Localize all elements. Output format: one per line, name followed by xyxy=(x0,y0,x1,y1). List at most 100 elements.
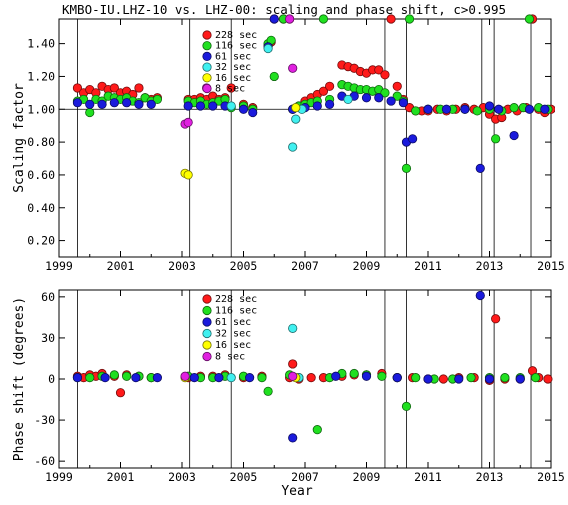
y-tick-label: -30 xyxy=(34,413,55,427)
data-point xyxy=(361,93,372,103)
data-point xyxy=(291,103,301,113)
data-point xyxy=(484,374,495,384)
legend-label: 32 sec xyxy=(215,62,251,73)
x-tick-label: 2003 xyxy=(168,470,196,484)
data-point xyxy=(263,43,273,54)
x-tick-label: 2005 xyxy=(230,470,258,484)
legend-marker xyxy=(202,305,212,316)
legend-marker xyxy=(202,317,212,327)
x-tick-label: 2001 xyxy=(107,470,135,484)
legend-marker xyxy=(202,351,212,362)
chart-title: KMBO-IU.LHZ-10 vs. LHZ-00: scaling and p… xyxy=(62,2,506,17)
data-point xyxy=(401,401,412,411)
data-point xyxy=(134,99,144,109)
data-point xyxy=(85,107,95,118)
data-point xyxy=(72,83,83,93)
y-tick-label: 1.20 xyxy=(27,69,55,83)
legend-label: 116 sec xyxy=(215,41,257,52)
data-point xyxy=(466,373,476,383)
data-point xyxy=(288,323,298,333)
data-point xyxy=(288,63,298,73)
data-point xyxy=(306,373,316,383)
legend-label: 8 sec xyxy=(215,352,245,363)
data-point xyxy=(509,130,519,141)
data-point xyxy=(208,101,218,111)
data-point xyxy=(408,134,418,144)
data-point xyxy=(285,14,295,24)
data-point xyxy=(411,373,421,383)
data-point xyxy=(214,373,224,383)
data-point xyxy=(401,163,412,173)
data-point xyxy=(349,368,359,379)
data-point xyxy=(122,98,132,108)
data-point xyxy=(411,106,421,116)
data-point xyxy=(195,101,206,111)
data-point xyxy=(524,14,535,24)
x-tick-label: 2007 xyxy=(291,470,319,484)
x-tick-label: 1999 xyxy=(45,470,73,484)
data-point xyxy=(454,374,464,384)
data-point xyxy=(152,373,162,383)
data-point xyxy=(226,101,236,111)
x-tick-label: 2009 xyxy=(353,470,381,484)
data-point xyxy=(115,388,126,398)
data-point xyxy=(460,104,470,114)
x-tick-label: 2011 xyxy=(414,470,442,484)
legend-label: 32 sec xyxy=(215,329,251,340)
data-point xyxy=(472,106,482,116)
data-point xyxy=(248,107,258,118)
data-point xyxy=(226,373,236,383)
data-point xyxy=(441,104,452,114)
data-point xyxy=(438,374,448,384)
legend-label: 16 sec xyxy=(215,340,251,351)
legend-label: 228 sec xyxy=(215,294,257,305)
data-point xyxy=(257,373,267,383)
data-point xyxy=(180,371,190,381)
data-point xyxy=(509,103,519,113)
data-point xyxy=(380,70,390,80)
x-tick-label: 1999 xyxy=(45,259,73,273)
data-point xyxy=(109,370,119,380)
data-point xyxy=(331,371,341,381)
y-tick-label: 0.20 xyxy=(27,234,55,248)
data-point xyxy=(398,98,408,108)
data-point xyxy=(475,290,485,301)
data-point xyxy=(494,104,504,114)
data-point xyxy=(404,14,415,24)
legend-marker xyxy=(202,41,212,51)
data-point xyxy=(515,374,525,384)
legend-marker xyxy=(202,51,212,62)
data-point xyxy=(97,99,107,109)
data-point xyxy=(491,134,501,144)
x-tick-label: 2003 xyxy=(168,259,196,273)
data-point xyxy=(72,373,83,383)
data-point xyxy=(318,14,329,24)
data-point xyxy=(361,371,372,381)
x-tick-label: 2013 xyxy=(476,259,504,273)
phase-shift-panel: 1999 2001 2003 2005 2007 2009 2011 2013 2015 -60 -… xyxy=(12,289,565,499)
data-point xyxy=(392,373,402,383)
data-point xyxy=(374,93,384,103)
data-point xyxy=(312,425,322,435)
x-tick-label: 2015 xyxy=(537,259,565,273)
data-point xyxy=(543,374,553,384)
data-point xyxy=(183,170,193,180)
data-point xyxy=(324,81,335,91)
data-point xyxy=(377,371,387,381)
data-point xyxy=(288,371,298,381)
data-point xyxy=(152,94,162,105)
y-tick-label: 1.00 xyxy=(27,102,55,116)
data-point xyxy=(269,71,279,82)
legend-label: 61 sec xyxy=(215,317,251,328)
data-point xyxy=(324,99,335,109)
data-point xyxy=(85,99,95,109)
data-point xyxy=(263,386,273,396)
data-point xyxy=(131,373,141,383)
data-point xyxy=(343,94,353,105)
y-tick-label: 0.40 xyxy=(27,201,55,215)
data-point xyxy=(386,14,396,24)
legend-label: 61 sec xyxy=(215,51,251,62)
